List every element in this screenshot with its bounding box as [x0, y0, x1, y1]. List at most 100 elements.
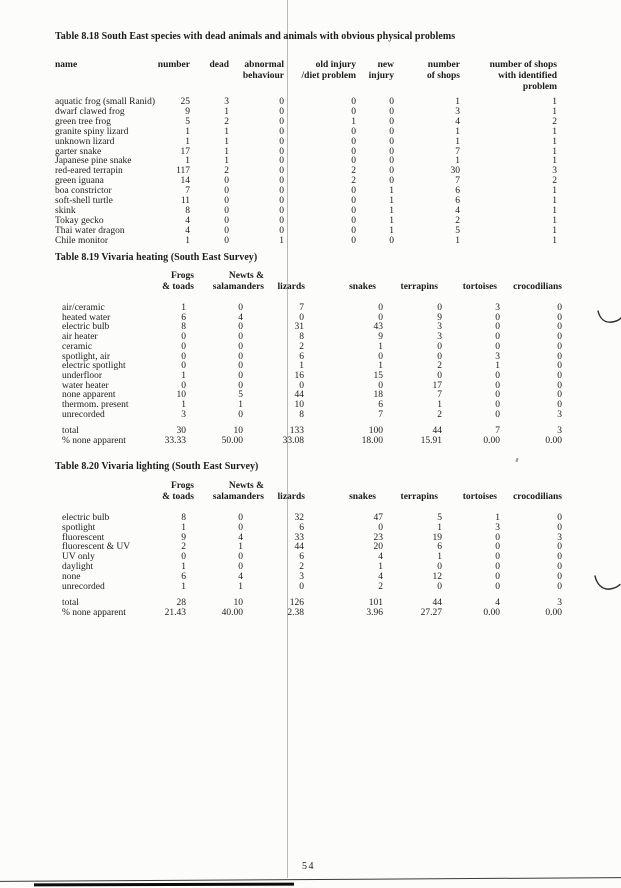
table-0-row-10-value-4: 0	[351, 196, 356, 206]
table-1-row-4-value-6: 0	[495, 341, 500, 352]
table-1-row-1-value-6: 0	[495, 312, 500, 323]
table-1-row-7-value-3: 16	[294, 370, 305, 381]
table-0-row-12-value-4: 0	[351, 215, 356, 226]
table-2-footer-1-value-5: 27.27	[420, 608, 442, 618]
table-1-row-7-value-4: 15	[373, 370, 384, 381]
table-0-row-9-value-3: 0	[279, 186, 284, 197]
table-2-row-1-value-5: 1	[437, 522, 442, 533]
table-2-row-1-value-7: 0	[557, 522, 562, 533]
table-2-footer-1-value-3: 2.38	[287, 608, 304, 618]
table-0-row-11-value-1: 8	[185, 205, 190, 216]
page-bottom-rule	[0, 877, 621, 882]
table-1-row-9-value-1: 10	[176, 390, 187, 401]
table-0-row-1-label: dwarf clawed frog	[55, 106, 125, 117]
table-2-row-7-value-1: 1	[181, 581, 186, 592]
column-header-number-of-shops-with-identified-problem: number of shops with identified problem	[489, 60, 557, 92]
table-1-footer-1-value-7: 0.00	[545, 436, 562, 446]
table-2-footer-0-value-7: 3	[557, 598, 562, 608]
table-1-footer-0-label: total	[62, 426, 79, 436]
table-1-row-9-value-4: 18	[373, 390, 384, 401]
column-header-crocodilians: crocodilians	[513, 282, 562, 293]
table-0-row-6-label: Japanese pine snake	[55, 156, 132, 167]
table-0-row-8-label: green iguana	[55, 176, 104, 187]
table-1-row-11-value-4: 7	[378, 409, 383, 420]
table-1-footer-0-value-1: 30	[176, 426, 187, 436]
table-1-row-11-value-3: 8	[299, 409, 304, 420]
table-1-row-5-label: spotlight, air	[62, 351, 111, 362]
table-2-row-4-label: UV only	[62, 552, 95, 563]
table-1-row-2-value-3: 31	[294, 322, 305, 333]
table-1-row-10-value-6: 0	[495, 400, 500, 410]
table-1-row-2-value-7: 0	[557, 322, 562, 333]
table-8-20-title: Table 8.20 Vivaria lighting (South East …	[55, 461, 259, 472]
table-2-row-5-value-1: 1	[181, 562, 186, 572]
table-1-footer-1-value-5: 15.91	[420, 436, 442, 446]
table-0-row-2-value-7: 2	[552, 116, 557, 127]
table-1-row-7-label: underfloor	[62, 370, 103, 381]
table-1-row-6-value-5: 2	[437, 361, 442, 372]
table-0-row-7-label: red-eared terrapin	[55, 166, 123, 177]
table-0-row-12-value-7: 1	[552, 215, 557, 226]
table-1-row-9-value-5: 7	[437, 390, 442, 401]
table-0-row-2-value-3: 0	[279, 116, 284, 127]
table-2-row-6-value-3: 3	[299, 571, 304, 582]
table-0-row-2-value-5: 0	[389, 116, 394, 127]
table-1-row-0-value-4: 0	[378, 303, 383, 313]
table-0-row-1-value-3: 0	[279, 106, 284, 117]
table-0-row-0-value-5: 0	[389, 97, 394, 107]
table-2-footer-0-label: total	[62, 598, 79, 608]
table-0-row-0-value-7: 1	[552, 97, 557, 107]
column-header-name: name	[55, 60, 78, 70]
table-2-footer-1-value-4: 3.96	[366, 608, 383, 618]
table-2-row-6-value-5: 12	[432, 571, 443, 582]
table-1-row-6-value-7: 0	[557, 361, 562, 372]
table-2-row-2-value-4: 23	[373, 532, 384, 543]
table-0-row-5-value-2: 1	[224, 146, 229, 157]
table-1-row-1-value-7: 0	[557, 312, 562, 323]
table-0-row-12-value-2: 0	[224, 215, 229, 226]
table-0-row-3-value-4: 0	[351, 126, 356, 137]
table-1-row-1-value-5: 9	[437, 312, 442, 323]
table-2-row-7-label: unrecorded	[62, 581, 105, 592]
table-2-footer-0-value-3: 126	[289, 598, 304, 608]
table-0-row-11-value-2: 0	[224, 205, 229, 216]
table-1-footer-0-value-3: 133	[289, 426, 304, 436]
table-2-row-2-value-3: 33	[294, 532, 305, 543]
table-1-row-0-value-7: 0	[557, 303, 562, 313]
table-0-row-2-value-4: 1	[351, 116, 356, 127]
table-1-row-0-value-3: 7	[299, 303, 304, 313]
table-1-row-9-value-3: 44	[294, 390, 305, 401]
table-2-row-7-value-4: 2	[378, 581, 383, 592]
page-bottom-bar	[33, 882, 295, 887]
table-0-row-4-label: unknown lizard	[55, 136, 115, 147]
table-2-row-5-value-3: 2	[299, 562, 304, 572]
table-1-row-7-value-6: 0	[495, 370, 500, 381]
table-2-row-3-value-1: 2	[181, 542, 186, 553]
table-1-row-3-value-4: 9	[378, 332, 383, 343]
table-1-row-11-label: unrecorded	[62, 409, 105, 420]
table-2-row-5-value-4: 1	[378, 562, 383, 572]
table-1-row-8-value-2: 0	[238, 380, 243, 391]
table-1-footer-1-value-6: 0.00	[483, 436, 500, 446]
table-8-18-title: Table 8.18 South East species with dead …	[55, 31, 456, 42]
table-1-row-3-value-6: 0	[495, 332, 500, 343]
table-1-row-7-value-1: 1	[181, 370, 186, 381]
table-1-row-8-label: water heater	[62, 380, 109, 391]
table-0-row-0-value-2: 3	[224, 97, 229, 107]
table-2-row-7-value-7: 0	[557, 581, 562, 592]
table-0-row-5-value-4: 0	[351, 146, 356, 157]
column-header-dead: dead	[209, 60, 229, 70]
table-1-row-1-value-4: 0	[378, 312, 383, 323]
table-0-row-10-value-1: 11	[180, 196, 190, 206]
table-0-row-12-value-6: 2	[455, 215, 460, 226]
table-0-row-14-label: Chile monitor	[55, 235, 109, 246]
table-2-row-6-value-1: 6	[181, 571, 186, 582]
table-1-row-11-value-2: 0	[238, 409, 243, 420]
table-2-footer-1-value-7: 0.00	[545, 608, 562, 618]
table-2-row-0-value-2: 0	[238, 513, 243, 523]
table-2-row-0-value-6: 1	[495, 513, 500, 523]
table-2-footer-0-value-2: 10	[233, 598, 244, 608]
table-2-row-4-value-5: 1	[437, 552, 442, 563]
table-0-row-1-value-2: 1	[224, 106, 229, 117]
table-1-row-8-value-4: 0	[378, 380, 383, 391]
